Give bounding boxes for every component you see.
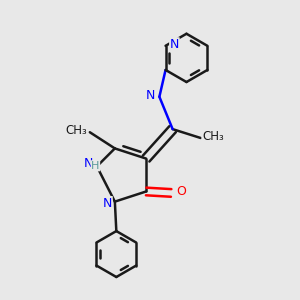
- Text: N: N: [103, 196, 112, 210]
- Text: N: N: [146, 89, 155, 102]
- Text: H: H: [91, 161, 100, 171]
- Text: CH₃: CH₃: [202, 130, 224, 143]
- Text: CH₃: CH₃: [66, 124, 88, 137]
- Text: O: O: [176, 185, 186, 198]
- Text: N: N: [170, 38, 179, 51]
- Text: N: N: [83, 157, 93, 170]
